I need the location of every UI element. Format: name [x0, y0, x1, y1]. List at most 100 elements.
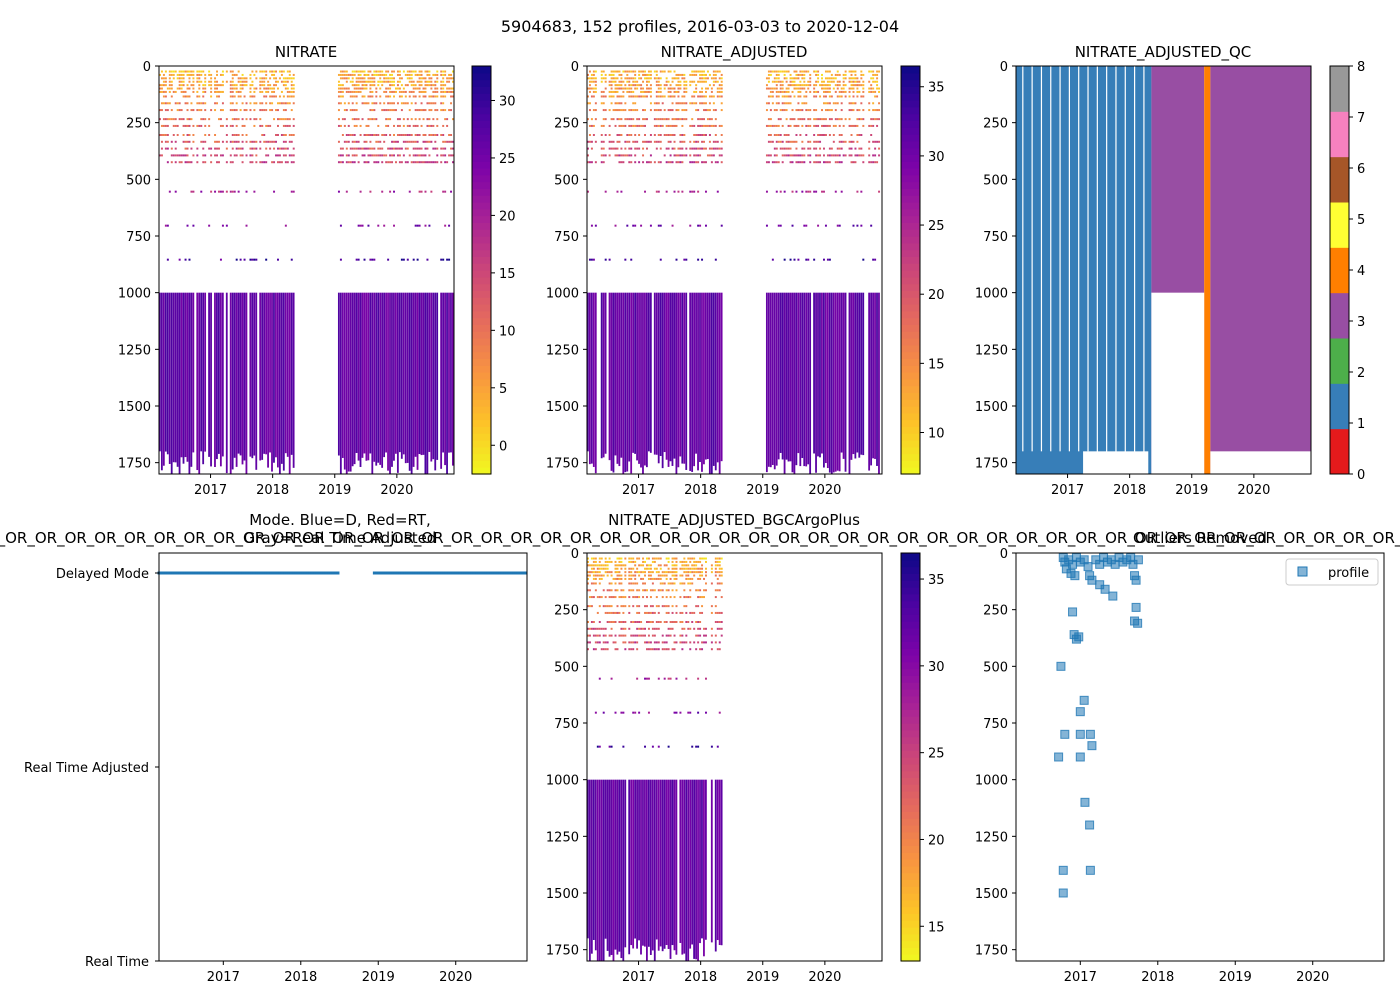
heatmap-cell [602, 648, 605, 651]
heatmap-cell [416, 73, 419, 76]
heatmap-cell [164, 84, 167, 87]
heatmap-cell [685, 611, 688, 614]
heatmap-cell [685, 641, 688, 644]
heatmap-cell [842, 140, 845, 143]
outlier-point [1080, 797, 1090, 807]
heatmap-cell [259, 147, 262, 150]
heatmap-cell [705, 634, 707, 637]
heatmap-cell [634, 161, 637, 164]
heatmap-cell [767, 87, 770, 90]
axes-frame-outliers [1015, 552, 1385, 962]
heatmap-cell [290, 109, 293, 112]
heatmap-cell [773, 161, 776, 164]
heatmap-cell [805, 124, 808, 127]
heatmap-cell [450, 134, 453, 136]
heatmap-cell [765, 87, 768, 90]
heatmap-cell [369, 70, 372, 73]
heatmap-cell [683, 118, 686, 121]
heatmap-cell [624, 648, 627, 651]
heatmap-cell [795, 70, 798, 73]
colorbar-swatch [901, 831, 920, 840]
heatmap-cell [655, 605, 658, 608]
heatmap-cell [675, 621, 678, 623]
heatmap-cell [393, 154, 395, 157]
colorbar-swatch [472, 467, 491, 475]
heatmap-cell [667, 140, 670, 143]
heatmap-cell [644, 118, 646, 121]
heatmap-cell [418, 90, 421, 93]
heatmap-cell [275, 80, 277, 83]
heatmap-cell [663, 87, 666, 90]
heatmap-cell [261, 134, 264, 136]
heatmap-cell [351, 70, 354, 73]
heatmap-cell [290, 95, 293, 98]
heatmap-cell [616, 95, 619, 98]
heatmap-cell [367, 70, 370, 73]
heatmap-cell [632, 90, 635, 93]
colorbar-swatch [472, 440, 491, 448]
mode-point [421, 571, 425, 575]
heatmap-cell [775, 140, 778, 143]
heatmap-cell [241, 84, 244, 87]
heatmap-cell [450, 154, 453, 157]
heatmap-cell [452, 118, 454, 121]
heatmap-cell [622, 611, 625, 614]
colorbar-swatch [472, 120, 491, 128]
heatmap-cell [856, 154, 859, 157]
heatmap-cell [671, 648, 674, 651]
heatmap-cell [775, 154, 778, 157]
heatmap-cell [292, 95, 295, 98]
heatmap-cell [852, 77, 855, 80]
heatmap-cell [353, 134, 356, 136]
heatmap-cell [596, 627, 599, 630]
heatmap-cell [667, 582, 670, 585]
colorbar-swatch [901, 600, 920, 608]
heatmap-cell [655, 95, 658, 98]
heatmap-cell [414, 118, 417, 121]
heatmap-cell [842, 90, 845, 93]
heatmap-cell [703, 161, 705, 164]
heatmap-cell [850, 87, 853, 90]
heatmap-cell [410, 77, 413, 80]
heatmap-cell [657, 677, 660, 680]
heatmap-column [773, 292, 776, 470]
heatmap-cell [214, 147, 217, 150]
heatmap-cell [590, 605, 593, 608]
heatmap-cell [243, 258, 246, 261]
heatmap-cell [640, 577, 643, 580]
colorbar-swatch [901, 899, 920, 908]
heatmap-cell [659, 118, 662, 121]
heatmap-cell [345, 109, 348, 112]
heatmap-cell [412, 87, 415, 90]
heatmap-cell [602, 567, 605, 570]
heatmap-cell [160, 154, 163, 157]
heatmap-cell [592, 567, 595, 570]
heatmap-cell [683, 627, 686, 630]
heatmap-cell [367, 102, 370, 105]
mode-point [419, 571, 423, 575]
heatmap-cell [251, 70, 254, 73]
heatmap-cell [673, 134, 676, 136]
heatmap-column [184, 292, 187, 458]
heatmap-cell [628, 124, 631, 127]
heatmap-cell [809, 147, 812, 150]
heatmap-cell [389, 147, 392, 150]
heatmap-cell [681, 95, 684, 98]
heatmap-cell [398, 77, 401, 80]
heatmap-cell [663, 605, 666, 608]
heatmap-cell [393, 84, 395, 87]
heatmap-cell [588, 564, 591, 567]
heatmap-cell [180, 161, 183, 164]
heatmap-cell [410, 80, 413, 83]
heatmap-cell [418, 87, 421, 90]
heatmap-cell [683, 90, 686, 93]
heatmap-cell [269, 140, 272, 143]
heatmap-cell [661, 574, 664, 577]
heatmap-cell [235, 102, 238, 105]
heatmap-cell [373, 73, 376, 76]
heatmap-cell [703, 70, 705, 73]
heatmap-cell [683, 109, 686, 112]
heatmap-cell [720, 627, 723, 630]
heatmap-cell [655, 577, 658, 580]
